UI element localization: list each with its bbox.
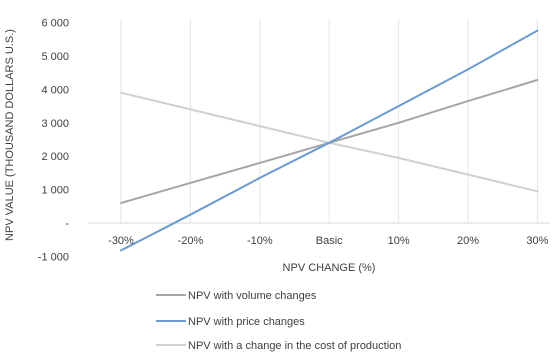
y-tick-label: 5 000 xyxy=(41,51,69,63)
y-tick-label: 3 000 xyxy=(41,118,69,130)
x-tick-label: -10% xyxy=(247,235,273,247)
legend: NPV with volume changes NPV with price ch… xyxy=(156,290,401,352)
series-1 xyxy=(120,29,539,252)
y-axis-title: NPV VALUE (THOUSAND DOLLARS U.S.) xyxy=(4,29,16,241)
y-tick-label: 2 000 xyxy=(41,151,69,163)
y-tick-label: - xyxy=(65,218,69,230)
legend-label: NPV with volume changes xyxy=(188,290,317,302)
x-tick-label: 30% xyxy=(526,235,548,247)
y-tick-label: 4 000 xyxy=(41,84,69,96)
x-axis-title: NPV CHANGE (%) xyxy=(283,262,376,274)
legend-item-1: NPV with price changes xyxy=(156,316,305,328)
x-tick-label: -20% xyxy=(178,235,204,247)
gridlines xyxy=(120,18,538,223)
x-tick-label: 10% xyxy=(388,235,410,247)
y-tick-label: -1 000 xyxy=(38,251,69,263)
y-tick-label: 1 000 xyxy=(41,185,69,197)
x-tick-label: Basic xyxy=(316,235,343,247)
series-lines xyxy=(120,29,539,252)
x-tick-label: 20% xyxy=(457,235,479,247)
legend-label: NPV with price changes xyxy=(188,316,305,328)
series-line xyxy=(120,29,539,252)
x-tick-label: -30% xyxy=(108,235,134,247)
legend-item-2: NPV with a change in the cost of product… xyxy=(156,340,401,352)
legend-item-0: NPV with volume changes xyxy=(156,290,317,302)
y-tick-label: 6 000 xyxy=(41,18,69,30)
legend-label: NPV with a change in the cost of product… xyxy=(188,340,401,352)
